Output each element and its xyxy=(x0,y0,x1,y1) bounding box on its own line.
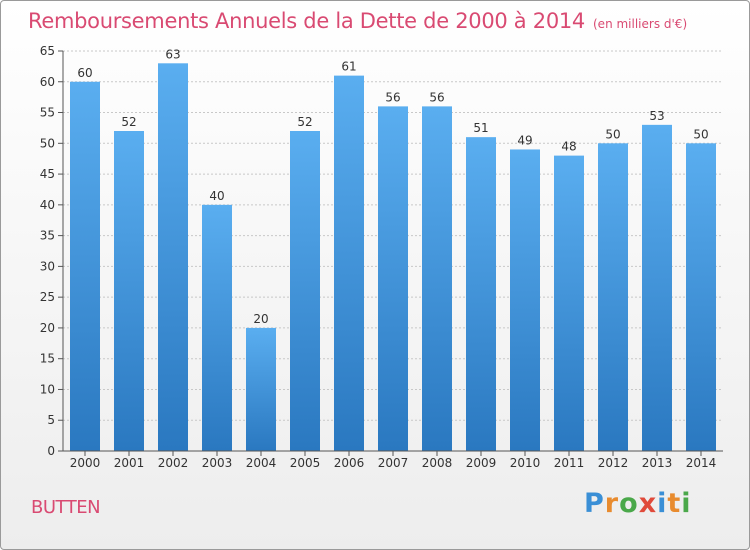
bar xyxy=(466,137,496,451)
data-label: 50 xyxy=(605,127,620,141)
x-tick-label: 2003 xyxy=(202,456,233,470)
bar xyxy=(598,143,628,452)
data-label: 56 xyxy=(385,90,400,104)
bar xyxy=(202,204,232,451)
y-tick-label: 55 xyxy=(40,106,55,120)
x-tick-label: 2008 xyxy=(422,456,453,470)
data-label: 40 xyxy=(209,189,224,203)
data-label: 52 xyxy=(121,115,136,129)
bar xyxy=(554,155,584,451)
chart-title-text: Remboursements Annuels de la Dette de 20… xyxy=(28,9,585,33)
bar xyxy=(422,106,452,451)
data-label: 49 xyxy=(517,133,532,147)
bar xyxy=(158,63,188,452)
town-name: BUTTEN xyxy=(31,497,101,518)
y-tick-label: 15 xyxy=(40,352,55,366)
x-tick-label: 2004 xyxy=(246,456,277,470)
data-label: 63 xyxy=(165,47,180,61)
data-label: 50 xyxy=(693,127,708,141)
y-tick-label: 50 xyxy=(40,136,55,150)
y-tick-label: 20 xyxy=(40,321,55,335)
y-tick-label: 60 xyxy=(40,75,55,89)
bar xyxy=(70,81,100,452)
y-tick-label: 25 xyxy=(40,290,55,304)
bar xyxy=(686,143,716,452)
x-tick-label: 2010 xyxy=(510,456,541,470)
y-tick-label: 10 xyxy=(40,382,55,396)
data-label: 52 xyxy=(297,115,312,129)
bar xyxy=(510,149,540,451)
chart-title: Remboursements Annuels de la Dette de 20… xyxy=(28,9,687,33)
bar xyxy=(334,75,364,451)
x-tick-label: 2000 xyxy=(70,456,101,470)
bar xyxy=(642,124,672,451)
x-tick-label: 2006 xyxy=(334,456,365,470)
y-tick-label: 0 xyxy=(47,444,55,458)
y-tick-label: 65 xyxy=(40,44,55,58)
x-tick-label: 2012 xyxy=(598,456,629,470)
proxiti-logo: Proxiti xyxy=(584,488,692,519)
data-label: 20 xyxy=(253,312,268,326)
y-axis: 0 5 10 15 20 25 30 35 40 45 50 55 60 65 xyxy=(40,44,64,458)
data-label: 48 xyxy=(561,140,576,154)
y-tick-label: 5 xyxy=(47,413,55,427)
x-tick-label: 2009 xyxy=(466,456,497,470)
data-label: 53 xyxy=(649,109,664,123)
x-tick-label: 2001 xyxy=(114,456,145,470)
x-tick-label: 2005 xyxy=(290,456,321,470)
bars-group: 60 52 63 40 20 52 61 56 56 51 49 48 50 53 50 xyxy=(70,47,716,452)
data-label: 56 xyxy=(429,90,444,104)
bar xyxy=(290,131,320,451)
x-tick-label: 2014 xyxy=(686,456,717,470)
y-tick-label: 30 xyxy=(40,259,55,273)
y-tick-label: 35 xyxy=(40,229,55,243)
bar xyxy=(246,327,276,451)
chart-unit-label: (en milliers d'€) xyxy=(593,17,688,31)
bar xyxy=(114,131,144,451)
y-tick-label: 45 xyxy=(40,167,55,181)
bar xyxy=(378,106,408,451)
data-label: 51 xyxy=(473,121,488,135)
x-tick-label: 2007 xyxy=(378,456,409,470)
x-tick-label: 2013 xyxy=(642,456,673,470)
x-axis: 2000 2001 2002 2003 2004 2005 2006 2007 2008 2009… xyxy=(63,450,723,470)
data-label: 61 xyxy=(341,60,356,74)
data-label: 60 xyxy=(77,66,92,80)
y-tick-label: 40 xyxy=(40,198,55,212)
x-tick-label: 2011 xyxy=(554,456,585,470)
x-tick-label: 2002 xyxy=(158,456,189,470)
